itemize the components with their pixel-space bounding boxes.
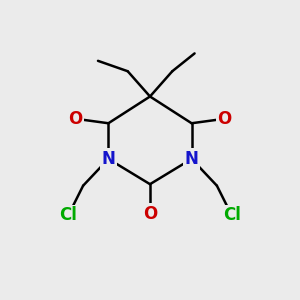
Text: N: N [101, 150, 115, 168]
Text: Cl: Cl [59, 206, 77, 224]
Text: Cl: Cl [223, 206, 241, 224]
Text: O: O [69, 110, 83, 128]
Text: O: O [143, 205, 157, 223]
Text: O: O [217, 110, 231, 128]
Text: N: N [185, 150, 199, 168]
